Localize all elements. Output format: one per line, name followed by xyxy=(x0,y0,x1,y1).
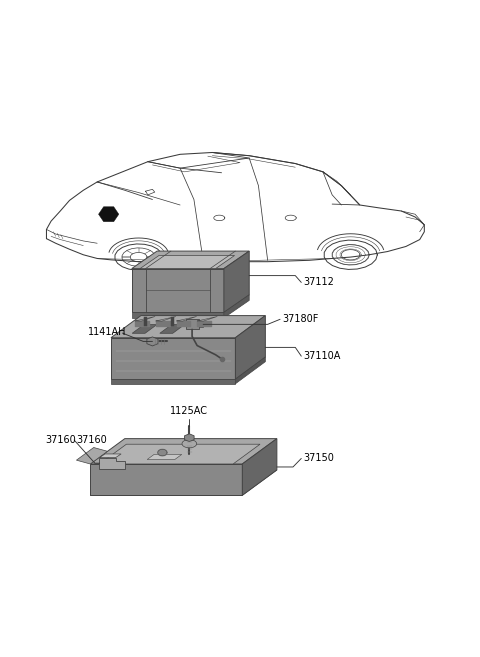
Polygon shape xyxy=(132,251,249,269)
Text: 1141AH: 1141AH xyxy=(88,327,126,337)
Polygon shape xyxy=(235,357,265,384)
Polygon shape xyxy=(132,269,224,312)
Text: 1125AC: 1125AC xyxy=(170,406,208,416)
Polygon shape xyxy=(199,321,203,327)
Polygon shape xyxy=(182,440,197,448)
Polygon shape xyxy=(186,319,199,329)
Polygon shape xyxy=(111,338,235,379)
Polygon shape xyxy=(160,325,185,333)
Polygon shape xyxy=(132,312,224,318)
Polygon shape xyxy=(147,455,182,459)
Polygon shape xyxy=(235,315,265,379)
Polygon shape xyxy=(99,444,260,464)
Text: 37110A: 37110A xyxy=(303,351,341,361)
Polygon shape xyxy=(76,447,108,464)
Polygon shape xyxy=(132,325,157,333)
Text: 37150: 37150 xyxy=(303,453,335,463)
Polygon shape xyxy=(242,439,277,495)
Text: 37160: 37160 xyxy=(76,435,107,445)
Polygon shape xyxy=(158,449,167,456)
Polygon shape xyxy=(90,464,242,495)
Polygon shape xyxy=(111,379,235,384)
Text: 37160: 37160 xyxy=(46,435,76,445)
Text: 37112: 37112 xyxy=(303,277,335,287)
Polygon shape xyxy=(224,251,249,312)
Polygon shape xyxy=(99,454,121,458)
Polygon shape xyxy=(224,295,249,318)
Polygon shape xyxy=(90,439,277,464)
Polygon shape xyxy=(184,434,194,442)
Polygon shape xyxy=(99,458,125,469)
Polygon shape xyxy=(140,256,235,269)
Polygon shape xyxy=(147,337,158,346)
Text: 37180F: 37180F xyxy=(282,314,319,325)
Polygon shape xyxy=(98,207,119,221)
Polygon shape xyxy=(111,315,265,338)
Polygon shape xyxy=(90,470,277,495)
